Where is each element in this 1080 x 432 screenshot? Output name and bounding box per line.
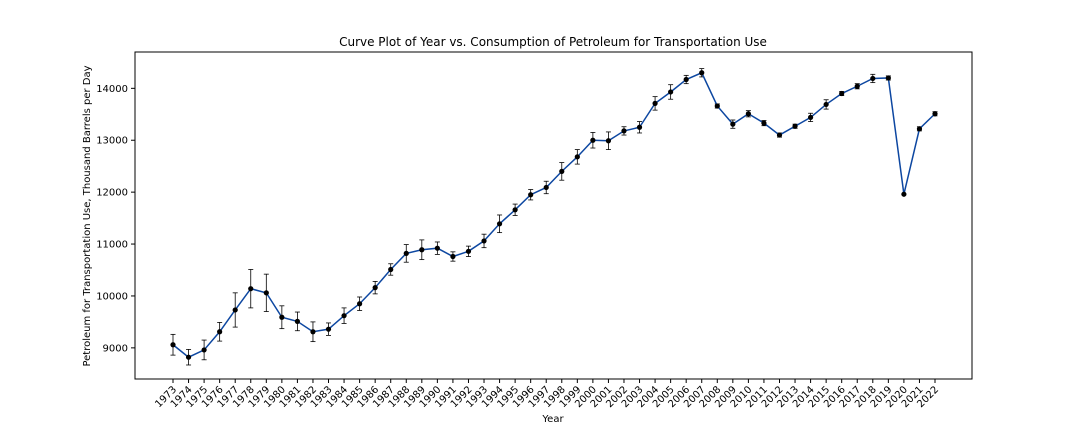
data-point — [839, 90, 845, 97]
data-point — [730, 121, 736, 127]
data-point — [792, 123, 798, 129]
data-point — [823, 101, 829, 108]
data-point — [636, 124, 643, 130]
data-point — [559, 168, 565, 174]
data-point — [450, 253, 456, 260]
data-point — [512, 207, 518, 213]
chart-title: Curve Plot of Year vs. Consumption of Pe… — [339, 35, 767, 49]
data-point — [543, 184, 549, 191]
data-point — [481, 238, 487, 244]
data-point — [668, 89, 674, 95]
data-point — [294, 318, 301, 324]
data-point — [885, 75, 891, 81]
data-point — [807, 114, 814, 120]
data-point — [185, 354, 192, 360]
data-points — [170, 70, 938, 360]
data-point — [870, 75, 876, 82]
data-point — [357, 301, 363, 307]
data-point — [310, 329, 316, 335]
data-point — [745, 111, 751, 117]
data-point — [201, 347, 207, 353]
data-point — [341, 313, 347, 319]
data-point — [901, 191, 907, 197]
data-point — [652, 100, 658, 106]
data-point — [403, 250, 409, 256]
data-point — [528, 192, 534, 198]
y-tick-label: 9000 — [103, 343, 128, 354]
y-axis: 9000 10000 11000 12000 13000 14000 — [96, 84, 135, 354]
data-point — [263, 290, 269, 296]
data-point — [683, 76, 689, 83]
data-point — [372, 285, 378, 291]
y-axis-label: Petroleum for Transportation Use, Thousa… — [82, 65, 93, 366]
data-point — [761, 120, 767, 126]
plot-area — [134, 51, 973, 380]
data-point — [621, 128, 627, 134]
data-point — [932, 111, 938, 117]
x-axis: 1973197419751976197719781979198019811982… — [153, 379, 941, 410]
y-tick-label: 14000 — [96, 84, 128, 95]
data-point — [419, 247, 425, 253]
data-point — [496, 221, 503, 227]
data-point — [916, 126, 923, 132]
data-point — [574, 154, 580, 160]
data-point — [232, 307, 238, 313]
y-tick-label: 12000 — [96, 188, 128, 199]
data-point — [434, 245, 440, 251]
y-tick-label: 10000 — [96, 291, 128, 302]
data-point — [776, 132, 783, 138]
data-point — [248, 286, 254, 292]
error-bars — [170, 68, 938, 366]
data-point — [854, 83, 860, 89]
y-tick-label: 11000 — [96, 240, 128, 251]
data-point — [465, 248, 472, 254]
y-tick-label: 13000 — [96, 136, 128, 147]
data-point — [699, 70, 705, 76]
data-point — [217, 329, 223, 335]
data-point — [325, 326, 332, 332]
data-point — [605, 138, 612, 144]
data-point — [170, 342, 176, 348]
data-point — [279, 314, 285, 320]
data-point — [388, 266, 394, 273]
data-point — [714, 103, 720, 109]
data-point — [590, 137, 596, 143]
series-line — [172, 71, 936, 359]
x-axis-label: Year — [541, 414, 564, 425]
